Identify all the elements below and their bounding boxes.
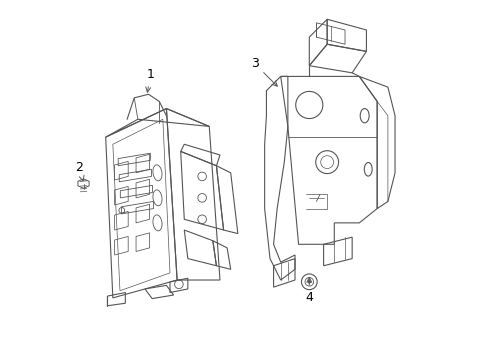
Text: 3: 3 <box>251 57 277 86</box>
Text: 4: 4 <box>305 278 313 304</box>
Text: 1: 1 <box>146 68 154 92</box>
Circle shape <box>308 280 311 283</box>
Text: 2: 2 <box>75 161 84 181</box>
